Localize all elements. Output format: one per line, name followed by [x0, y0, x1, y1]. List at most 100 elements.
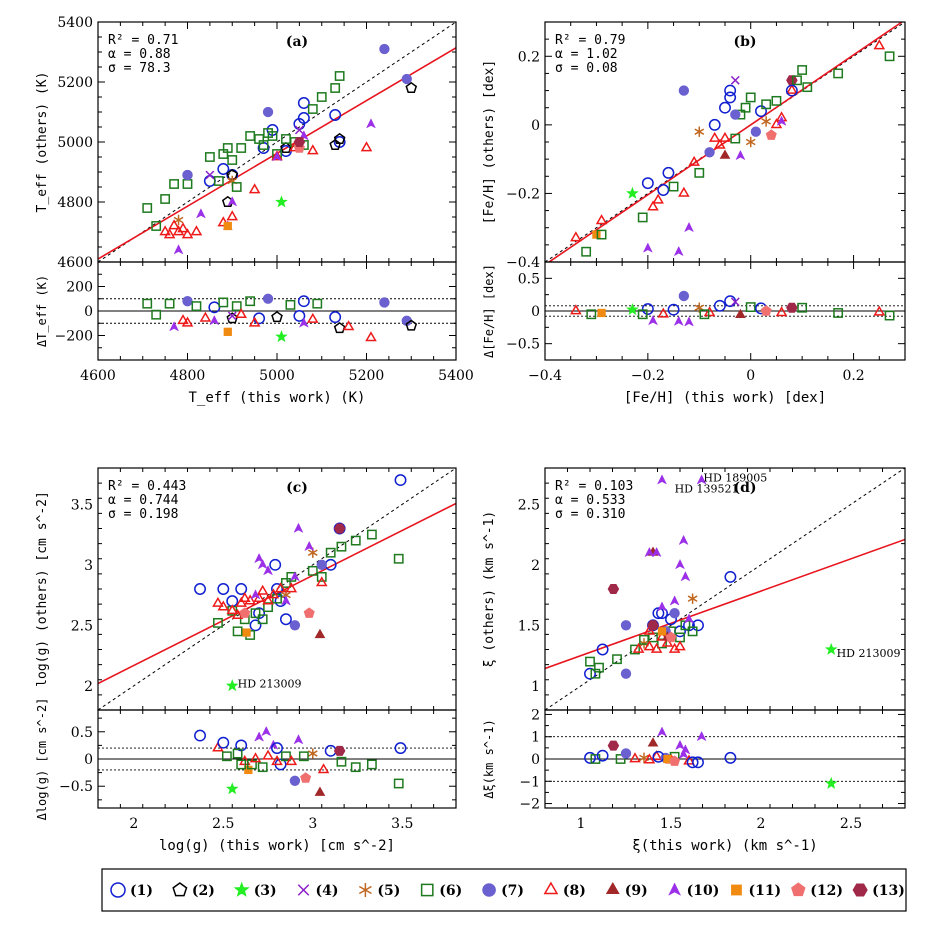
data-point — [724, 84, 737, 97]
residual-point — [394, 742, 407, 755]
y-tick-label: 1.5 — [518, 618, 540, 634]
residual-point — [884, 310, 895, 321]
x-tick-label: 2.5 — [840, 816, 862, 832]
residual-point — [596, 749, 609, 762]
data-point — [740, 102, 751, 113]
data-point — [652, 193, 664, 204]
data-point — [656, 630, 668, 641]
residual-point — [307, 748, 318, 759]
data-point — [333, 132, 346, 144]
y-tick-label: 4800 — [57, 195, 93, 211]
data-point — [873, 39, 886, 50]
legend-marker — [420, 883, 434, 897]
data-point — [365, 118, 376, 129]
data-point — [704, 147, 715, 158]
data-point — [314, 628, 326, 639]
residual-point — [824, 776, 838, 789]
residual-point — [191, 301, 202, 312]
x-axis-label: log(g) (this work) [cm s^-2] — [159, 838, 395, 854]
data-point — [684, 221, 694, 233]
residual-point — [223, 327, 232, 336]
data-point — [730, 109, 741, 120]
data-point — [217, 583, 230, 595]
residual-point — [169, 321, 180, 332]
resid-y-tick-label: 0.5 — [71, 725, 93, 741]
data-point — [316, 559, 327, 570]
data-point — [596, 229, 607, 240]
residual-point — [615, 754, 626, 764]
data-point — [692, 619, 704, 632]
residual-point — [271, 742, 283, 755]
x-tick-label: 4600 — [80, 368, 116, 384]
data-point — [330, 83, 341, 93]
residual-point — [786, 302, 798, 313]
panel-b: −0.4 −0.2 0 0.2 −0.4 −0.2 0 0.2 −0.5 0 0.5 [Fe/H] (… — [482, 21, 906, 406]
residual-point — [257, 762, 268, 773]
x-tick-label: 2.5 — [212, 816, 234, 832]
legend-label: (1) — [130, 883, 153, 899]
data-point — [267, 131, 278, 141]
data-point — [250, 608, 261, 619]
star-annotation: HD 189005 — [703, 472, 767, 485]
data-point — [316, 92, 327, 102]
residual-point — [775, 306, 788, 317]
fit-statistic: α = 1.02 — [555, 47, 618, 62]
data-point — [647, 200, 659, 211]
data-point — [824, 642, 838, 655]
data-point — [570, 231, 582, 242]
legend-marker — [605, 881, 620, 894]
data-point — [217, 600, 230, 611]
data-point — [350, 535, 361, 546]
x-axis-label: [Fe/H] (this work) [dex] — [624, 390, 826, 406]
data-point — [213, 176, 224, 186]
data-point — [724, 570, 737, 583]
residual-point — [350, 762, 361, 773]
residual-point — [254, 731, 265, 742]
data-point — [173, 214, 184, 226]
data-point — [632, 642, 645, 653]
residual-point — [584, 751, 596, 764]
residual-point — [293, 734, 304, 745]
x-tick-label: 2 — [757, 816, 766, 832]
data-point — [776, 115, 787, 126]
fit-statistic: R² = 0.103 — [555, 479, 633, 494]
data-point — [650, 642, 663, 653]
residual-point — [236, 759, 247, 770]
data-point — [708, 131, 721, 142]
residual-point — [227, 311, 237, 321]
data-point — [696, 474, 707, 485]
resid-axis-label: Δlog(g) [cm s^-2] — [35, 698, 49, 821]
data-point — [687, 626, 698, 637]
residual-point — [142, 298, 153, 309]
data-point — [642, 242, 653, 253]
panel-label: (b) — [733, 34, 756, 50]
data-point — [607, 584, 620, 594]
fit-statistic: σ = 0.08 — [555, 61, 618, 76]
x-tick-label: 4800 — [170, 368, 206, 384]
y-tick-label: 5200 — [57, 75, 93, 91]
data-point — [724, 91, 737, 104]
residual-point — [181, 316, 194, 327]
legend-marker — [172, 882, 188, 897]
data-point — [272, 151, 282, 162]
data-point — [594, 662, 604, 673]
residual-point — [620, 748, 632, 759]
fit-statistic: σ = 78.3 — [108, 61, 171, 76]
fit-line — [545, 538, 905, 670]
legend-marker — [852, 883, 868, 897]
y-tick-label: 4600 — [57, 255, 93, 271]
data-point — [643, 640, 656, 651]
residual-point — [626, 303, 639, 316]
data-point — [195, 208, 206, 219]
data-point — [730, 75, 740, 85]
data-point — [584, 667, 596, 680]
residual-point — [293, 309, 306, 322]
residual-point — [607, 740, 620, 751]
data-point — [694, 126, 705, 137]
data-point — [297, 112, 310, 124]
data-point — [680, 571, 691, 582]
resid-axis-label: ΔT_eff (K) — [35, 275, 49, 347]
data-point — [203, 175, 216, 187]
data-point — [708, 118, 721, 131]
residual-point — [333, 745, 346, 756]
